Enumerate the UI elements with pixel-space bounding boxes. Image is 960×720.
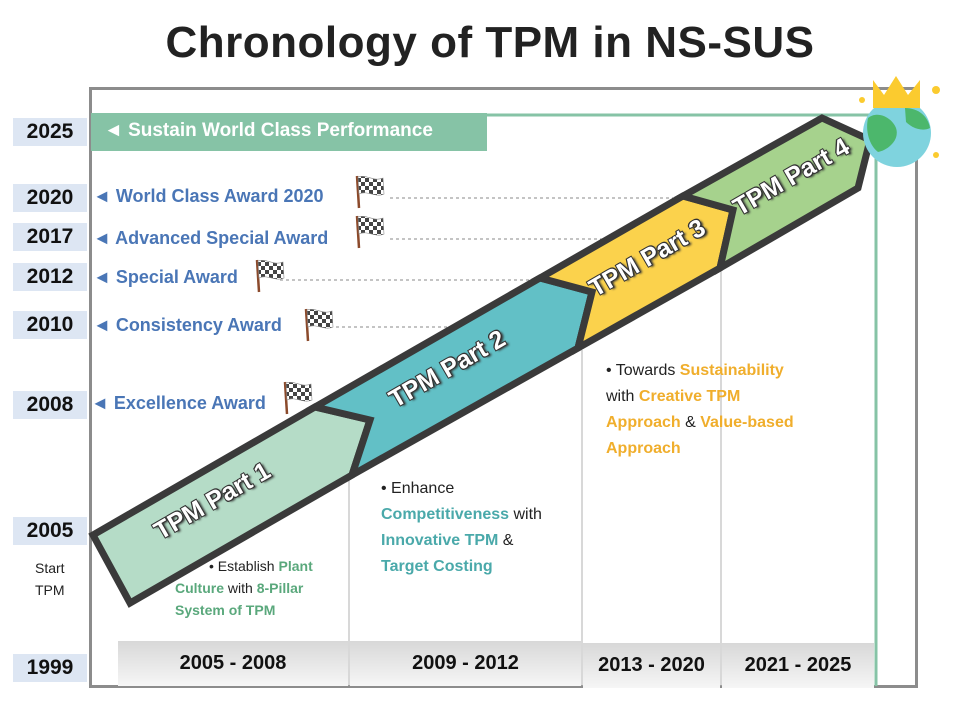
period-2005-2008: 2005 - 2008 [118,641,348,686]
award-2010: ◄ Consistency Award [93,315,282,335]
year-2017: 2017 [13,223,87,251]
tpm-part-4-segment [673,114,875,276]
period-2009-2012: 2009 - 2012 [350,641,581,686]
checkered-flag-icon [283,381,313,415]
year-1999: 1999 [13,654,87,682]
sustain-banner-label: ◄ Sustain World Class Performance [104,120,433,141]
start-tpm-label: Start TPM [35,560,65,598]
part-2-description: • Enhance Competitiveness with Innovativ… [381,480,542,575]
period-2013-2020: 2013 - 2020 [583,643,720,688]
award-2012: ◄ Special Award [93,267,238,287]
year-2020: 2020 [13,184,87,212]
year-2010: 2010 [13,311,87,339]
sustain-banner [91,113,487,151]
award-2008: ◄ Excellence Award [91,393,266,413]
part-3-description: • Towards Sustainability with Creative T… [606,362,794,457]
globe-crown-icon [859,76,940,167]
award-2020: ◄ World Class Award 2020 [93,186,324,206]
award-2017: ◄ Advanced Special Award [93,228,329,248]
year-2005: 2005 [13,517,87,545]
checkered-flag-icon [355,215,385,249]
year-2012: 2012 [13,263,87,291]
checkered-flag-icon [304,308,334,342]
checkered-flag-icon [355,175,385,209]
period-2021-2025: 2021 - 2025 [722,643,874,688]
checkered-flag-icon [255,259,285,293]
page-title: Chronology of TPM in NS-SUS [165,18,815,67]
year-2025: 2025 [13,118,87,146]
chart-frame [89,87,918,688]
part-1-description: • Establish Plant Culture with 8-Pillar … [175,558,313,618]
year-2008: 2008 [13,391,87,419]
